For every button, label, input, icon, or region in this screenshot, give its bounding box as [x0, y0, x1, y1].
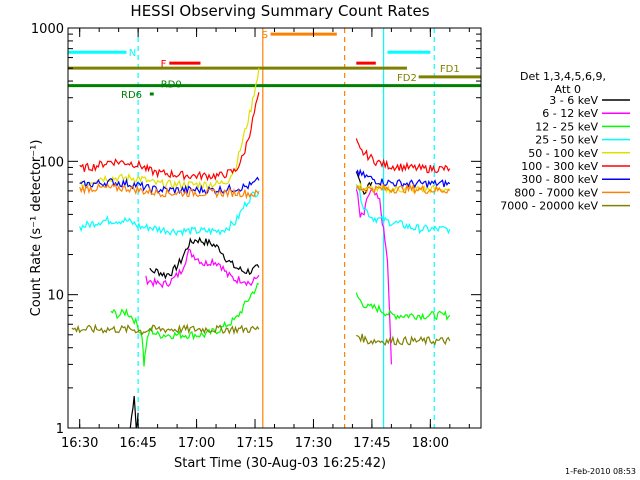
- flag-label-4: S: [262, 30, 268, 41]
- y-tick-label-3: 1000: [31, 22, 64, 37]
- y-tick-label-2: 100: [39, 155, 64, 170]
- flag-label-8: RD6: [121, 90, 142, 101]
- flag-label-2: F: [161, 59, 167, 70]
- legend-label-0: 3 - 6 keV: [549, 94, 598, 107]
- legend-label-7: 800 - 7000 keV: [514, 186, 598, 199]
- flag-label-0: N: [129, 48, 136, 59]
- series-line-0-2: [355, 171, 373, 195]
- legend-label-5: 100 - 300 keV: [521, 160, 598, 173]
- x-axis: 16:30 16:45 17:00 17:15 17:30 17:45 18:00: [61, 28, 470, 451]
- legend-label-6: 300 - 800 keV: [521, 173, 598, 186]
- series-line-3-1: [355, 184, 451, 235]
- footer-date: 1-Feb-2010 08:53: [565, 467, 636, 476]
- series-line-7-0: [79, 182, 260, 200]
- x-tick-label-5: 17:45: [353, 436, 390, 451]
- series-line-7-1: [355, 183, 450, 195]
- series-line-1-0: [145, 248, 260, 289]
- chart-title: HESSI Observing Summary Count Rates: [130, 2, 429, 20]
- series-line-0-0: [129, 395, 139, 429]
- y-axis: 1 10 100 1000: [31, 22, 481, 437]
- x-tick-label-4: 17:30: [295, 436, 332, 451]
- series-line-8-0: [71, 323, 260, 336]
- series-line-8-1: [356, 333, 451, 346]
- y-tick-label-1: 10: [47, 289, 64, 304]
- series-line-2-1: [355, 292, 451, 321]
- legend-label-1: 6 - 12 keV: [542, 107, 598, 120]
- legend-label-3: 25 - 50 keV: [535, 134, 598, 147]
- flag-label-6: FD2: [397, 73, 417, 84]
- legend-header-0: Det 1,3,4,5,6,9,: [520, 70, 606, 83]
- series-line-0-1: [149, 236, 260, 280]
- series-line-5-1: [355, 138, 451, 174]
- x-tick-label-3: 17:15: [236, 436, 273, 451]
- y-axis-label: Count Rate (s⁻¹ detector⁻¹): [29, 140, 44, 317]
- x-tick-label-6: 18:00: [412, 436, 449, 451]
- series-line-3-0: [79, 190, 260, 237]
- series-line-2-0: [110, 282, 260, 367]
- series-line-5-0: [79, 92, 260, 182]
- legend-label-8: 7000 - 20000 keV: [500, 200, 598, 213]
- series-line-4-0: [79, 68, 260, 191]
- x-axis-label: Start Time (30-Aug-03 16:25:42): [174, 456, 386, 471]
- legend-label-2: 12 - 25 keV: [535, 120, 598, 133]
- flag-label-7: RD0: [161, 80, 182, 91]
- y-tick-label-0: 1: [56, 422, 64, 437]
- x-tick-label-2: 17:00: [178, 436, 215, 451]
- flag-label-5: FD1: [440, 64, 460, 75]
- series-line-6-1: [355, 168, 451, 190]
- series-line-6-0: [79, 176, 260, 196]
- x-tick-label-0: 16:30: [61, 436, 98, 451]
- x-tick-label-1: 16:45: [119, 436, 156, 451]
- legend-label-4: 50 - 100 keV: [528, 147, 598, 160]
- plot-marks: N F S FD1 FD2 RD0 RD6: [68, 28, 481, 429]
- legend-header-1: Att 0: [555, 83, 581, 96]
